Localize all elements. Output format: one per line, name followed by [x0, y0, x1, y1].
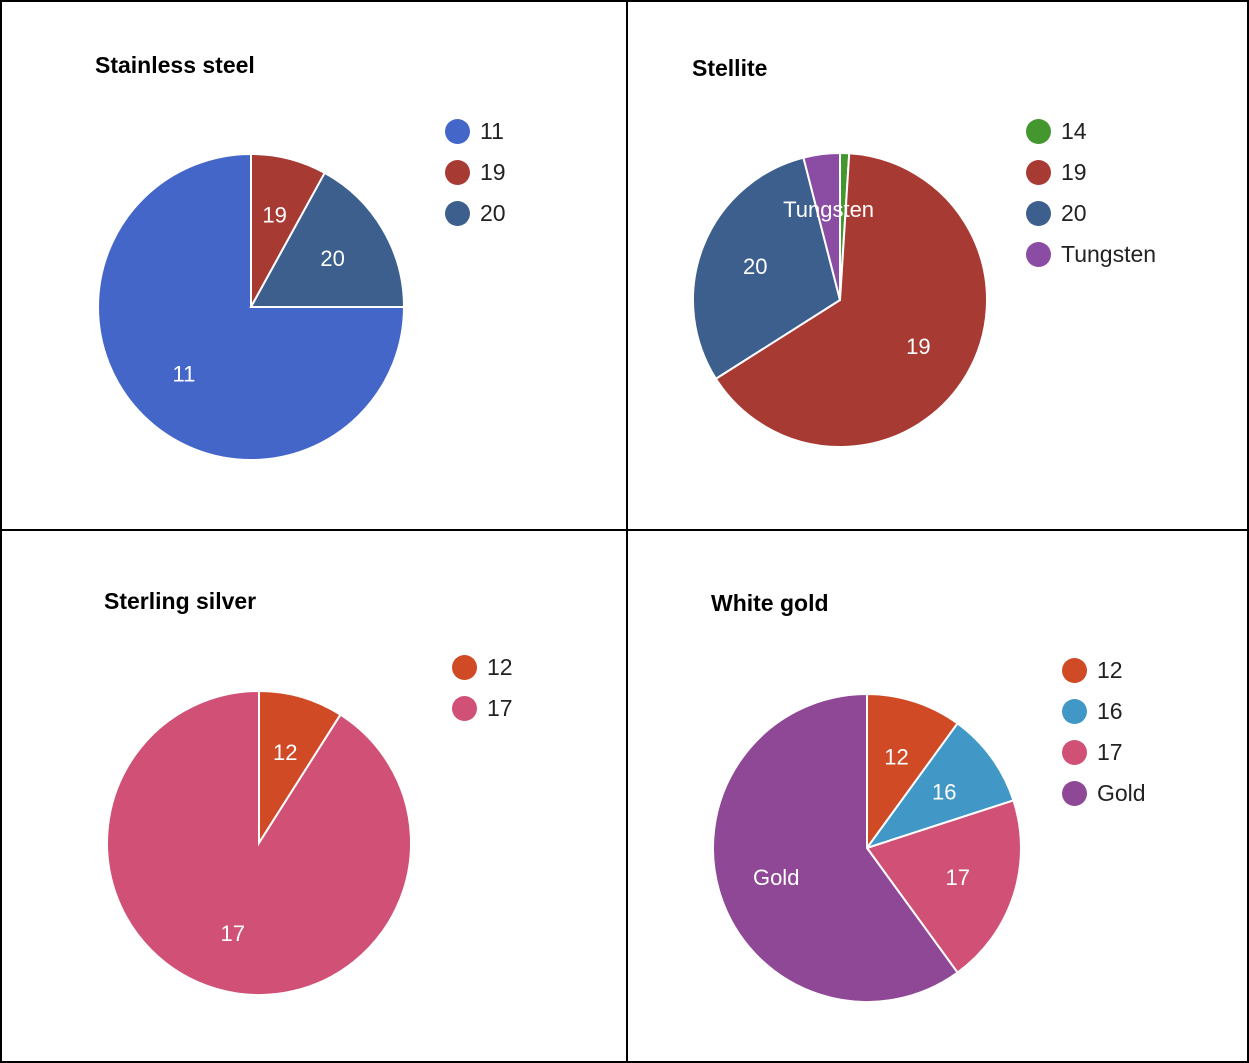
pie-slice-17: [106, 689, 413, 996]
legend-label: 19: [480, 159, 506, 185]
chart-title: Sterling silver: [104, 588, 257, 614]
chart-title: White gold: [711, 590, 829, 616]
legend-item: 16: [1062, 691, 1146, 732]
legend-item: 12: [452, 647, 513, 688]
legend-label: Tungsten: [1061, 241, 1157, 267]
legend-label: 17: [487, 695, 513, 721]
legend-swatch: [452, 696, 477, 721]
legend-item: 19: [445, 152, 506, 193]
legend-label: 19: [1061, 159, 1087, 185]
pie-slice-gold: [712, 692, 959, 1003]
legend-item: 11: [445, 111, 506, 152]
chart-legend: 11 19 20: [445, 111, 506, 234]
legend-swatch: [1062, 699, 1087, 724]
slice-data-label: 20: [320, 246, 344, 271]
slice-data-label: 17: [946, 865, 970, 890]
legend-swatch: [1026, 201, 1051, 226]
legend-swatch: [452, 655, 477, 680]
pie-chart: 12 16 17 Gold: [712, 692, 1022, 1003]
slice-data-label: 12: [273, 740, 297, 765]
pie-slice-20: [249, 171, 406, 308]
legend-swatch: [1062, 740, 1087, 765]
chart-panel-stainless-steel: Stainless steel 11 19 20 11 19 20: [0, 0, 628, 531]
slice-data-label: 19: [906, 334, 930, 359]
pie-slice-11: [97, 152, 406, 461]
pie-chart: 19 20 Tungsten: [692, 151, 988, 448]
legend-item: 17: [1062, 732, 1146, 773]
legend-swatch: [1026, 242, 1051, 267]
chart-panel-sterling-silver: Sterling silver 12 17 12 17: [0, 529, 628, 1063]
legend-swatch: [1026, 119, 1051, 144]
legend-item: 19: [1026, 152, 1156, 193]
pie-slice-tungsten: [802, 151, 841, 301]
legend-swatch: [1062, 781, 1087, 806]
chart-legend: 14 19 20 Tungsten: [1026, 111, 1156, 275]
chart-title: Stellite: [692, 55, 768, 81]
pie-slice-20: [692, 156, 842, 381]
pie-chart: 11 19 20: [97, 152, 406, 461]
pie-slice-16: [864, 722, 1015, 850]
legend-label: 20: [1061, 200, 1087, 226]
legend-item: Tungsten: [1026, 234, 1156, 275]
legend-swatch: [1062, 658, 1087, 683]
legend-label: 12: [487, 654, 513, 680]
legend-item: 20: [445, 193, 506, 234]
legend-item: 12: [1062, 650, 1146, 691]
chart-panel-white-gold: White gold 12 16 17 Gold 12 16 17 Gold: [626, 529, 1249, 1063]
legend-label: 20: [480, 200, 506, 226]
pie-slice-19: [714, 152, 988, 448]
slice-data-label: Tungsten: [783, 197, 874, 222]
slice-data-label: 11: [172, 362, 195, 387]
chart-title: Stainless steel: [95, 52, 255, 78]
legend-swatch: [1026, 160, 1051, 185]
slice-data-label: 19: [262, 203, 286, 228]
legend-item: 14: [1026, 111, 1156, 152]
pie-slice-12: [866, 692, 959, 852]
slice-data-label: 17: [220, 921, 244, 946]
pie-slice-12: [258, 689, 342, 847]
legend-label: 17: [1097, 739, 1123, 765]
legend-swatch: [445, 160, 470, 185]
legend-item: 20: [1026, 193, 1156, 234]
legend-item: Gold: [1062, 773, 1146, 814]
legend-item: 17: [452, 688, 513, 729]
pie-slice-17: [865, 799, 1022, 974]
chart-legend: 12 16 17 Gold: [1062, 650, 1146, 814]
slice-data-label: 12: [884, 745, 908, 770]
chart-panel-stellite: Stellite 19 20 Tungsten 14 19 20 Tungsten: [626, 0, 1249, 531]
chart-legend: 12 17: [452, 647, 513, 729]
pie-chart: 12 17: [106, 689, 413, 996]
slice-data-label: 16: [932, 779, 956, 804]
legend-label: 12: [1097, 657, 1123, 683]
legend-label: Gold: [1097, 780, 1146, 806]
legend-label: 16: [1097, 698, 1123, 724]
legend-label: 11: [480, 118, 504, 144]
slice-data-label: 20: [743, 254, 767, 279]
legend-label: 14: [1061, 118, 1087, 144]
legend-swatch: [445, 201, 470, 226]
legend-swatch: [445, 119, 470, 144]
slice-data-label: Gold: [753, 865, 799, 890]
